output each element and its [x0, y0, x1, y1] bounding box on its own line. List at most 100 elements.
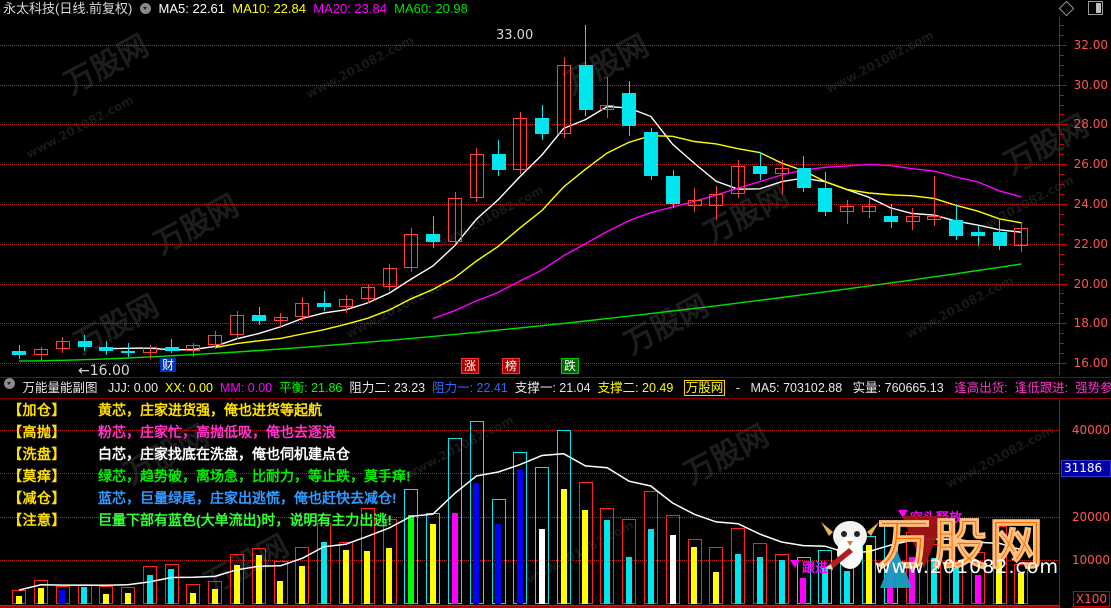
volume-axis-label: 40000: [1071, 422, 1110, 437]
volume-axis-label: 20000: [1071, 509, 1110, 524]
legend-tag: 【减仓】: [8, 490, 66, 506]
gridline: [0, 473, 1059, 475]
stock-title[interactable]: 永太科技(日线.前复权): [3, 1, 133, 16]
candle-body: [840, 205, 854, 212]
gridline: [0, 44, 1059, 46]
price-axis-label: 26.00: [1073, 157, 1108, 172]
indicator-item-label: 阻力二:: [349, 381, 394, 395]
price-axis[interactable]: 32.00 30.00 28.00 26.00 24.00 22.00 20.00 18.00…: [1059, 17, 1111, 375]
candle-body: [470, 154, 484, 198]
volume-axis[interactable]: X100 4000030000200001000031186: [1059, 398, 1111, 608]
indicator-item-value: 0.00: [133, 381, 159, 395]
axis-tick: [1060, 323, 1067, 325]
candle-body: [492, 154, 506, 171]
tag-cai[interactable]: 财: [160, 358, 177, 372]
axis-tick: [1060, 213, 1064, 215]
diamond-icon[interactable]: [1059, 0, 1075, 17]
volume-bar-core: [975, 575, 981, 604]
axis-tick: [1060, 114, 1064, 116]
candle-body: [274, 317, 288, 322]
candle-body: [666, 176, 680, 204]
candle-body: [165, 347, 179, 352]
volume-bar-core: [931, 557, 937, 604]
ma-line-ma10: [214, 134, 1022, 349]
tag-die[interactable]: 跌: [561, 358, 580, 374]
indicator-item: MM: 0.00: [220, 381, 272, 395]
volume-bar-core: [561, 489, 567, 604]
axis-tick: [1060, 303, 1064, 305]
candle-body: [535, 118, 549, 135]
indicator-item-label: JJJ:: [107, 381, 134, 395]
legend-row: 【高抛】 粉芯，庄家忙，高抛低吸，俺也去逐浪: [0, 421, 1111, 443]
tag-bang[interactable]: 榜: [502, 358, 521, 374]
panel-toggle-icon[interactable]: [1088, 1, 1103, 15]
volume-axis-label: 10000: [1071, 553, 1110, 568]
triangle-down-icon: [790, 560, 800, 568]
candle-body: [34, 349, 48, 356]
indicator-brand-box: 万股网: [683, 380, 726, 396]
legend-text: 白芯，庄家找底在洗盘，俺也伺机建点仓: [98, 446, 350, 462]
indicator-dash: -: [735, 381, 740, 395]
vol-ma5-readout: MA5: 703102.88: [750, 381, 843, 395]
up-arrow-shape: [880, 548, 912, 588]
real-volume-readout: 实量: 760665.13: [852, 381, 944, 395]
candle-body: [753, 166, 767, 175]
ma-line-ma20: [432, 163, 1022, 320]
tag-zhang[interactable]: 涨: [461, 358, 480, 374]
indicator-item-value: 21.86: [311, 381, 343, 395]
legend-row: 【洗盘】 白芯，庄家找底在洗盘，俺也伺机建点仓: [0, 443, 1111, 465]
volume-bar-core: [539, 528, 545, 604]
candle-body: [971, 231, 985, 236]
candle-body: [775, 168, 789, 175]
indicator-item-value: 0.00: [247, 381, 273, 395]
gridline: [0, 243, 1059, 245]
candle-body: [404, 233, 418, 268]
candle-body: [513, 118, 527, 171]
volume-chart-panel[interactable]: [0, 398, 1059, 608]
candle-wick: [564, 56, 565, 139]
indicator-item-value: 20.49: [642, 381, 674, 395]
axis-tick: [1060, 273, 1064, 275]
candle-wick: [869, 197, 870, 218]
ma-line-ma60: [18, 263, 1022, 362]
candle-body: [317, 303, 331, 308]
axis-tick: [1060, 64, 1064, 66]
indicator-status-bar[interactable]: 万能量能副图 JJJ: 0.00 XX: 0.00 MM: 0.00 平衡: 21.8…: [0, 377, 1111, 399]
indicator-signal[interactable]: 逢高出货:: [954, 381, 1008, 395]
candle-wick: [433, 215, 434, 248]
triangle-down-icon: [898, 510, 908, 518]
chevron-down-circle-icon[interactable]: [4, 378, 15, 389]
indicator-signal[interactable]: 逢低跟进:: [1014, 381, 1069, 395]
gridline: [0, 124, 1059, 126]
axis-tick: [1060, 194, 1064, 195]
candle-wick: [520, 112, 521, 175]
gridline: [0, 164, 1059, 166]
volume-bar-core: [800, 578, 806, 604]
volume-bar-core: [147, 574, 153, 604]
indicator-item-value: 21.04: [559, 381, 591, 395]
indicator-name[interactable]: 万能量能副图: [22, 381, 98, 395]
volume-bar-core: [735, 553, 741, 604]
ma60-readout: MA60: 20.98: [394, 1, 468, 16]
volume-highlight-value: 31186: [1061, 460, 1111, 478]
axis-tick: [1060, 54, 1064, 56]
chevron-down-circle-icon[interactable]: [139, 3, 151, 14]
axis-tick: [1060, 184, 1064, 186]
candle-body: [688, 199, 702, 206]
candle-body: [186, 345, 200, 352]
price-chart-panel[interactable]: 33.00 ←16.00 财 涨 榜 跌: [0, 17, 1059, 375]
volume-bar-core: [822, 568, 828, 604]
candle-wick: [62, 337, 63, 354]
volume-bar-core: [38, 587, 44, 604]
indicator-item: 支撑一: 21.04: [515, 381, 591, 395]
gridline: [0, 363, 1059, 365]
candle-wick: [934, 176, 935, 226]
candle-wick: [847, 199, 848, 224]
volume-bar-core: [626, 557, 632, 604]
indicator-item: JJJ: 0.00: [108, 381, 158, 395]
indicator-item: 平衡: 21.86: [279, 381, 342, 395]
candle-wick: [237, 311, 238, 340]
volume-bar-core: [670, 535, 676, 604]
axis-tick: [1060, 34, 1064, 36]
indicator-signal[interactable]: 强势参与:: [1075, 381, 1111, 395]
